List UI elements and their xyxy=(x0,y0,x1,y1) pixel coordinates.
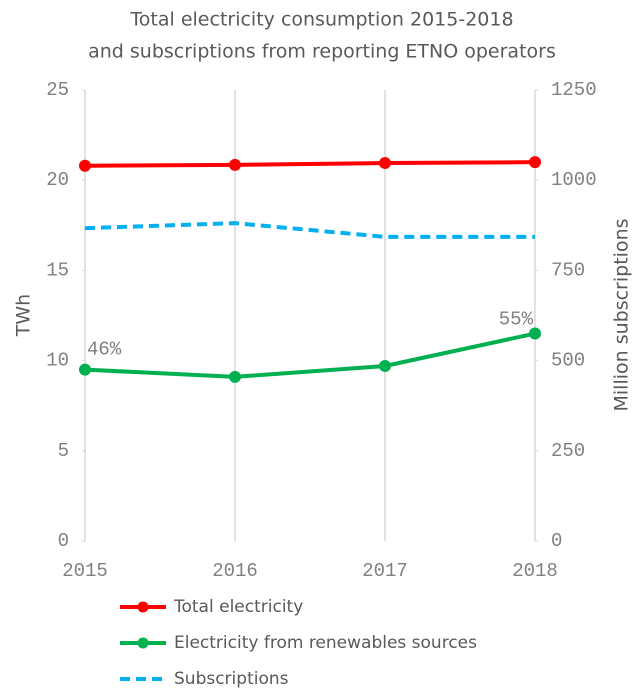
marker xyxy=(529,156,541,169)
annotation: 55% xyxy=(499,309,534,331)
y-tick-label: 10 xyxy=(46,350,69,372)
y2-tick-label: 250 xyxy=(551,440,585,462)
x-tick-label: 2016 xyxy=(212,560,258,582)
chart-title: Total electricity consumption 2015-2018 xyxy=(129,9,513,31)
y2-tick-label: 500 xyxy=(551,350,585,372)
y-tick-label: 20 xyxy=(46,169,69,191)
series-line xyxy=(84,221,535,239)
marker xyxy=(79,363,91,376)
x-tick-label: 2015 xyxy=(62,560,108,582)
y2-axis-label: Million subscriptions xyxy=(611,218,633,411)
marker xyxy=(79,159,91,172)
y2-tick-label: 0 xyxy=(551,530,562,552)
legend-label: Electricity from renewables sources xyxy=(174,633,477,653)
y-axis-label: TWh xyxy=(13,294,35,337)
legend-marker xyxy=(137,637,149,649)
marker xyxy=(379,360,391,373)
x-tick-label: 2017 xyxy=(362,560,408,582)
x-tick-label: 2018 xyxy=(512,560,558,582)
annotation: 46% xyxy=(87,339,122,361)
y-tick-label: 25 xyxy=(46,79,69,101)
chart-title: and subscriptions from reporting ETNO op… xyxy=(88,41,556,63)
marker xyxy=(379,157,391,170)
y2-tick-label: 1250 xyxy=(551,79,597,101)
y-tick-label: 15 xyxy=(46,259,69,281)
y-tick-label: 0 xyxy=(58,530,69,552)
legend-label: Subscriptions xyxy=(174,669,289,689)
marker xyxy=(229,370,241,383)
y2-tick-label: 750 xyxy=(551,259,585,281)
marker xyxy=(529,327,541,340)
legend-label: Total electricity xyxy=(173,597,303,617)
y2-tick-label: 1000 xyxy=(551,169,597,191)
marker xyxy=(229,158,241,171)
legend-marker xyxy=(137,601,149,613)
y-tick-label: 5 xyxy=(58,440,69,462)
series-line xyxy=(84,160,536,168)
series-line xyxy=(84,331,536,379)
